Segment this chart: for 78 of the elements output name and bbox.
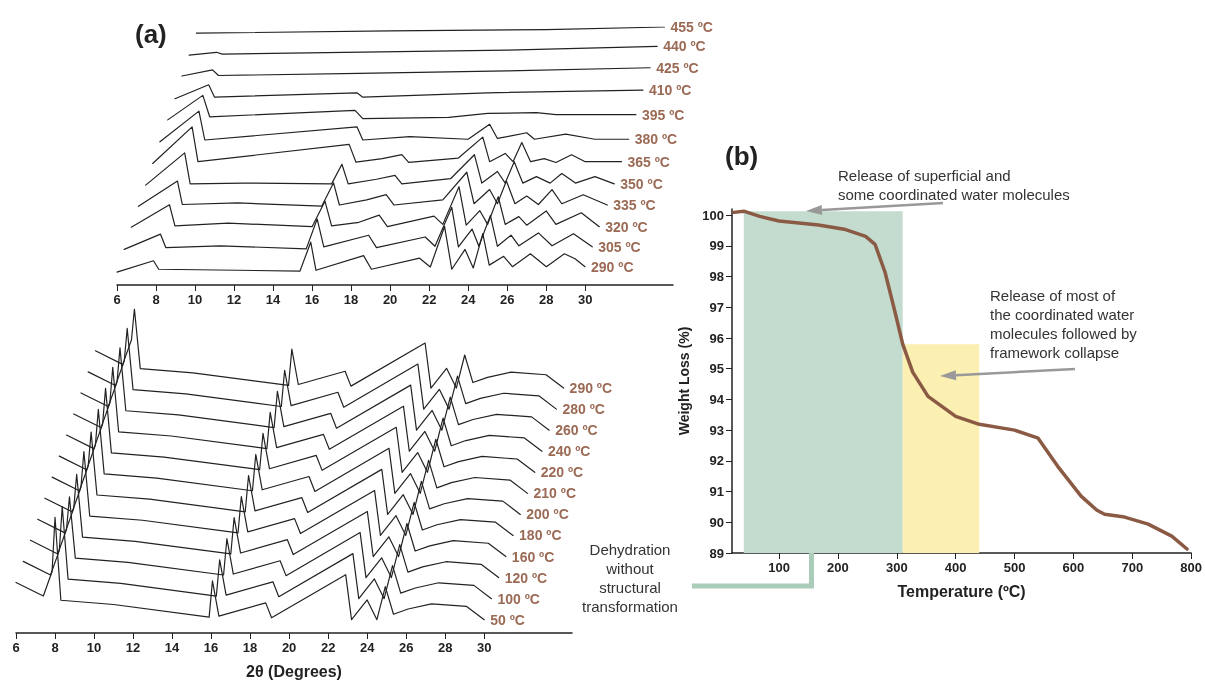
y-tick-label: 91 xyxy=(709,484,724,500)
series-label: 320 ºC xyxy=(605,218,648,235)
x-axis-title: Temperature (ºC) xyxy=(897,582,1026,600)
x-tick-label: 14 xyxy=(164,640,181,655)
series-label: 425 ºC xyxy=(656,59,699,76)
x-tick-label: 18 xyxy=(242,640,258,655)
x-tick-label: 10 xyxy=(86,640,102,655)
x-tick-label: 500 xyxy=(1003,560,1026,575)
x-tick-label: 400 xyxy=(944,560,967,575)
x-tick-label: 8 xyxy=(152,292,160,307)
x-tick-label: 12 xyxy=(226,292,242,307)
series-label: 305 ºC xyxy=(598,238,641,255)
x-tick-label: 700 xyxy=(1121,560,1144,575)
series-label: 290 ºC xyxy=(591,258,634,275)
text: Dehydration without structural transformation xyxy=(581,540,679,616)
chart-title: (b) xyxy=(725,141,759,171)
x-tick-label: 18 xyxy=(343,292,359,307)
series-label: 210 ºC xyxy=(533,485,576,502)
x-tick-label: 30 xyxy=(577,292,593,307)
x-tick-label: 6 xyxy=(113,292,121,307)
text: Release of superficial and some coordinated water molecules xyxy=(838,166,1070,204)
x-tick-label: 8 xyxy=(51,640,59,655)
series-label: 120 ºC xyxy=(504,569,548,586)
series-label: 180 ºC xyxy=(519,527,562,544)
series-label: 200 ºC xyxy=(526,506,569,523)
x-tick-label: 24 xyxy=(460,292,477,307)
x-tick-label: 800 xyxy=(1180,560,1203,575)
x-tick-label: 30 xyxy=(476,640,492,655)
series-label: 240 ºC xyxy=(547,443,591,460)
series-label: 160 ºC xyxy=(511,548,555,565)
x-tick-label: 20 xyxy=(281,640,297,655)
x-tick-label: 12 xyxy=(125,640,141,655)
chart-title: (a) xyxy=(135,19,167,49)
y-tick-label: 100 xyxy=(702,207,724,223)
series-label: 395 ºC xyxy=(641,106,685,123)
series-label: 290 ºC xyxy=(569,380,613,397)
series-label: 280 ºC xyxy=(562,401,605,418)
y-tick-label: 98 xyxy=(709,269,724,285)
y-tick-label: 94 xyxy=(709,391,725,407)
x-tick-label: 14 xyxy=(265,292,282,307)
y-tick-label: 93 xyxy=(709,422,724,438)
series-label: 380 ºC xyxy=(634,131,678,148)
x-tick-label: 200 xyxy=(827,560,849,575)
annotation: Release of most of the coordinated water molecules followed by framework collapse xyxy=(990,286,1137,362)
series-label: 50 ºC xyxy=(490,611,525,628)
y-tick-label: 97 xyxy=(709,299,724,315)
x-tick-label: 300 xyxy=(885,560,908,575)
x-tick-label: 10 xyxy=(187,292,203,307)
y-tick-label: 95 xyxy=(709,361,724,377)
x-axis-title: 2θ (Degrees) xyxy=(246,662,342,680)
y-tick-label: 92 xyxy=(709,453,724,469)
y-tick-label: 89 xyxy=(709,545,724,561)
series-label: 335 ºC xyxy=(613,197,656,214)
x-tick-label: 20 xyxy=(382,292,398,307)
series-label: 410 ºC xyxy=(648,82,692,99)
x-tick-label: 26 xyxy=(499,292,515,307)
x-tick-label: 22 xyxy=(320,640,336,655)
x-tick-label: 600 xyxy=(1062,560,1085,575)
series-label: 260 ºC xyxy=(555,422,598,439)
series-label: 365 ºC xyxy=(627,153,670,170)
y-tick-label: 96 xyxy=(709,330,724,346)
y-axis-title: Weight Loss (%) xyxy=(676,326,693,436)
x-tick-label: 28 xyxy=(538,292,554,307)
x-tick-label: 24 xyxy=(359,640,376,655)
series-label: 220 ºC xyxy=(540,464,584,481)
y-tick-label: 99 xyxy=(709,238,724,254)
x-tick-label: 28 xyxy=(437,640,453,655)
series-label: 440 ºC xyxy=(663,38,706,55)
x-tick-label: 16 xyxy=(203,640,219,655)
series-label: 100 ºC xyxy=(497,590,540,607)
x-tick-label: 22 xyxy=(421,292,437,307)
x-tick-label: 16 xyxy=(304,292,320,307)
x-tick-label: 26 xyxy=(398,640,414,655)
y-tick-label: 90 xyxy=(709,514,724,530)
series-label: 455 ºC xyxy=(670,19,713,35)
x-tick-label: 6 xyxy=(12,640,20,655)
x-tick-label: 100 xyxy=(768,560,790,575)
series-label: 350 ºC xyxy=(620,175,663,192)
